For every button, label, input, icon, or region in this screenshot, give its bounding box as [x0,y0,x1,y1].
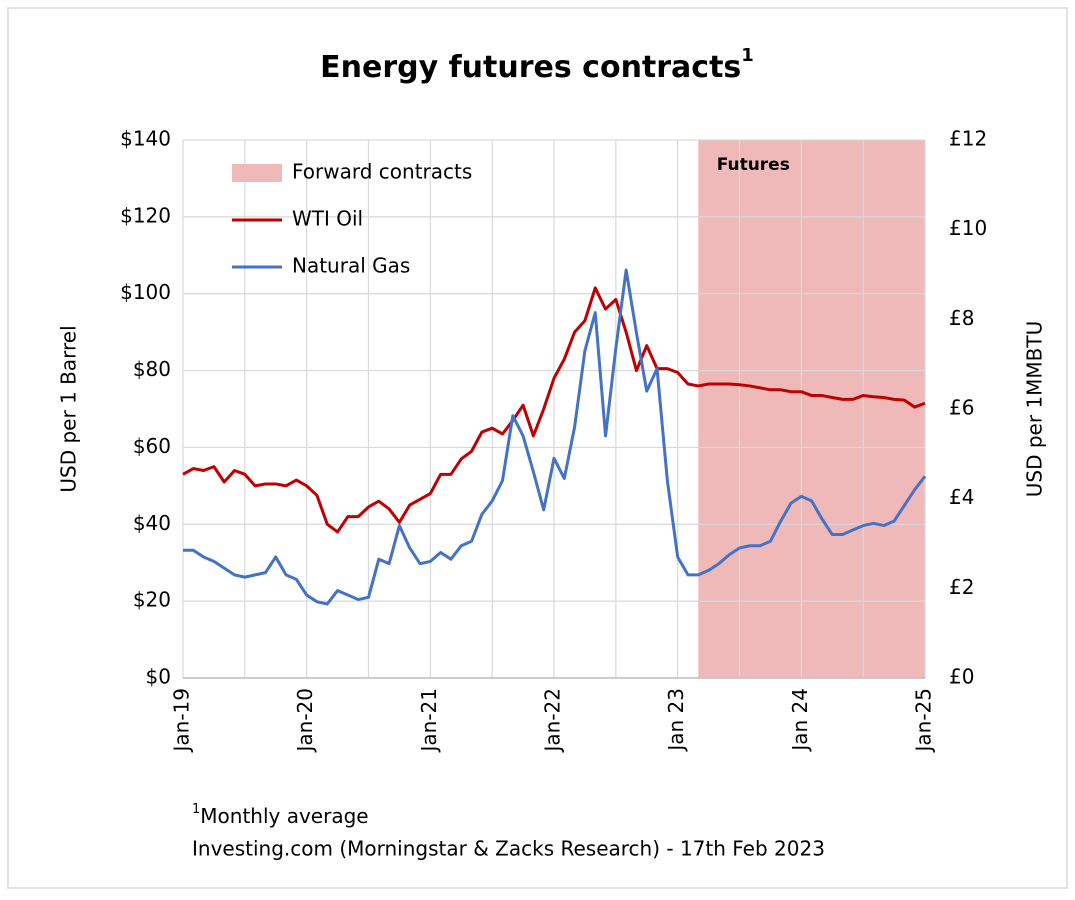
x-tick-label: Jan 23 [664,688,688,753]
legend-label: Forward contracts [292,160,472,184]
x-tick-label: Jan-21 [417,688,441,754]
y2-axis-label: USD per 1MMBTU [1023,321,1047,497]
futures-label: Futures [717,155,790,175]
y-tick-label: $40 [133,511,171,535]
source: Investing.com (Morningstar & Zacks Resea… [192,837,825,861]
y-tick-label: $120 [120,203,171,227]
y2-tick-label: £4 [949,485,974,509]
y-tick-label: $140 [120,127,171,151]
footnote-marker: 1 [192,802,200,817]
footnote: 1Monthly average [192,802,369,828]
y2-tick-label: £8 [949,306,974,330]
futures-shade [698,140,925,678]
data-line [182,286,926,534]
y2-tick-label: £2 [949,575,974,599]
y2-tick-label: £12 [949,127,987,151]
legend-label: WTI Oil [292,207,363,231]
data-line [183,268,927,606]
footnote-text: Monthly average [200,804,368,828]
title-superscript: 1 [741,45,754,66]
y-tick-label: $60 [133,434,171,458]
y-tick-label: $100 [120,280,171,304]
x-tick-label: Jan-22 [541,688,565,754]
y-tick-label: $20 [133,588,171,612]
x-tick-label: Jan-25 [912,688,936,754]
legend-swatch [232,164,282,182]
legend-label: Natural Gas [292,254,410,278]
y2-tick-label: £10 [949,216,987,240]
y-tick-label: $0 [146,665,171,689]
title-text: Energy futures contracts [320,50,741,85]
x-tick-label: Jan-19 [170,688,194,754]
y-axis-label: USD per 1 Barrel [57,325,81,492]
x-tick-label: Jan-20 [293,688,317,754]
y-tick-label: $80 [133,357,171,381]
y2-tick-label: £6 [949,396,974,420]
x-tick-label: Jan 24 [788,688,812,753]
chart-title: Energy futures contracts1 [320,45,754,85]
y2-tick-label: £0 [949,665,974,689]
